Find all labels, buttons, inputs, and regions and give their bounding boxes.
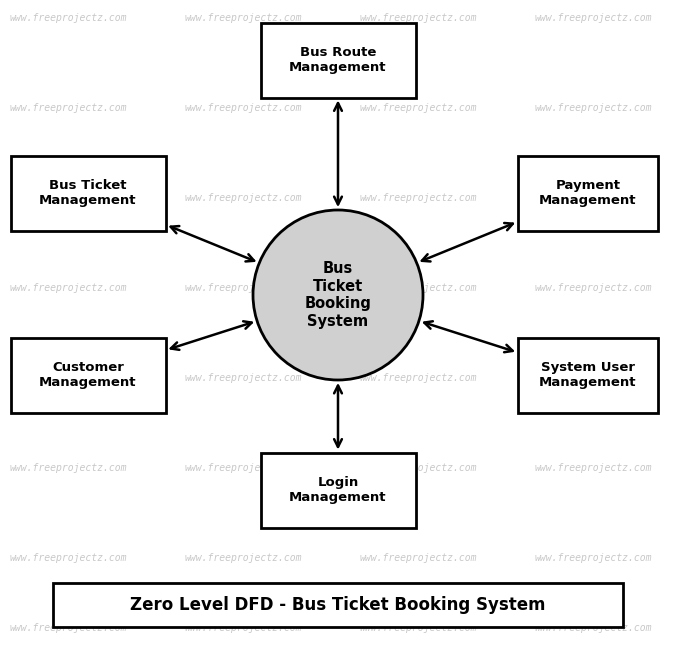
FancyBboxPatch shape <box>261 452 416 527</box>
FancyArrowPatch shape <box>425 321 513 352</box>
Text: www.freeprojectz.com: www.freeprojectz.com <box>185 553 302 563</box>
Text: Zero Level DFD - Bus Ticket Booking System: Zero Level DFD - Bus Ticket Booking Syst… <box>130 596 546 614</box>
Text: www.freeprojectz.com: www.freeprojectz.com <box>360 463 477 473</box>
Text: www.freeprojectz.com: www.freeprojectz.com <box>185 623 302 633</box>
Text: www.freeprojectz.com: www.freeprojectz.com <box>10 283 128 293</box>
Text: www.freeprojectz.com: www.freeprojectz.com <box>360 103 477 113</box>
Text: www.freeprojectz.com: www.freeprojectz.com <box>360 13 477 23</box>
Circle shape <box>253 210 423 380</box>
Text: www.freeprojectz.com: www.freeprojectz.com <box>10 623 128 633</box>
Text: Bus Ticket
Management: Bus Ticket Management <box>39 179 137 207</box>
FancyBboxPatch shape <box>261 23 416 98</box>
Text: Bus Route
Management: Bus Route Management <box>290 46 387 74</box>
Text: www.freeprojectz.com: www.freeprojectz.com <box>535 373 653 383</box>
Text: Login
Management: Login Management <box>290 476 387 504</box>
Text: www.freeprojectz.com: www.freeprojectz.com <box>535 13 653 23</box>
FancyArrowPatch shape <box>334 103 342 205</box>
Text: www.freeprojectz.com: www.freeprojectz.com <box>535 553 653 563</box>
FancyArrowPatch shape <box>171 226 254 261</box>
FancyBboxPatch shape <box>53 583 623 627</box>
Text: www.freeprojectz.com: www.freeprojectz.com <box>185 373 302 383</box>
Text: www.freeprojectz.com: www.freeprojectz.com <box>10 13 128 23</box>
FancyBboxPatch shape <box>518 155 658 231</box>
Text: Bus
Ticket
Booking
System: Bus Ticket Booking System <box>304 261 371 329</box>
Text: www.freeprojectz.com: www.freeprojectz.com <box>535 193 653 203</box>
FancyArrowPatch shape <box>334 385 342 447</box>
Text: www.freeprojectz.com: www.freeprojectz.com <box>10 193 128 203</box>
Text: www.freeprojectz.com: www.freeprojectz.com <box>185 193 302 203</box>
FancyBboxPatch shape <box>518 338 658 413</box>
Text: www.freeprojectz.com: www.freeprojectz.com <box>535 283 653 293</box>
Text: www.freeprojectz.com: www.freeprojectz.com <box>360 373 477 383</box>
Text: www.freeprojectz.com: www.freeprojectz.com <box>360 623 477 633</box>
Text: www.freeprojectz.com: www.freeprojectz.com <box>360 193 477 203</box>
Text: www.freeprojectz.com: www.freeprojectz.com <box>185 463 302 473</box>
Text: www.freeprojectz.com: www.freeprojectz.com <box>185 13 302 23</box>
Text: www.freeprojectz.com: www.freeprojectz.com <box>535 103 653 113</box>
Text: www.freeprojectz.com: www.freeprojectz.com <box>360 553 477 563</box>
Text: www.freeprojectz.com: www.freeprojectz.com <box>185 283 302 293</box>
Text: www.freeprojectz.com: www.freeprojectz.com <box>10 463 128 473</box>
FancyBboxPatch shape <box>11 338 165 413</box>
Text: www.freeprojectz.com: www.freeprojectz.com <box>535 463 653 473</box>
Text: www.freeprojectz.com: www.freeprojectz.com <box>185 103 302 113</box>
FancyArrowPatch shape <box>171 321 252 350</box>
Text: Customer
Management: Customer Management <box>39 361 137 389</box>
FancyArrowPatch shape <box>422 223 513 261</box>
Text: www.freeprojectz.com: www.freeprojectz.com <box>10 373 128 383</box>
Text: www.freeprojectz.com: www.freeprojectz.com <box>535 623 653 633</box>
Text: www.freeprojectz.com: www.freeprojectz.com <box>10 553 128 563</box>
Text: Payment
Management: Payment Management <box>539 179 637 207</box>
Text: www.freeprojectz.com: www.freeprojectz.com <box>10 103 128 113</box>
Text: System User
Management: System User Management <box>539 361 637 389</box>
Text: www.freeprojectz.com: www.freeprojectz.com <box>360 283 477 293</box>
FancyBboxPatch shape <box>11 155 165 231</box>
